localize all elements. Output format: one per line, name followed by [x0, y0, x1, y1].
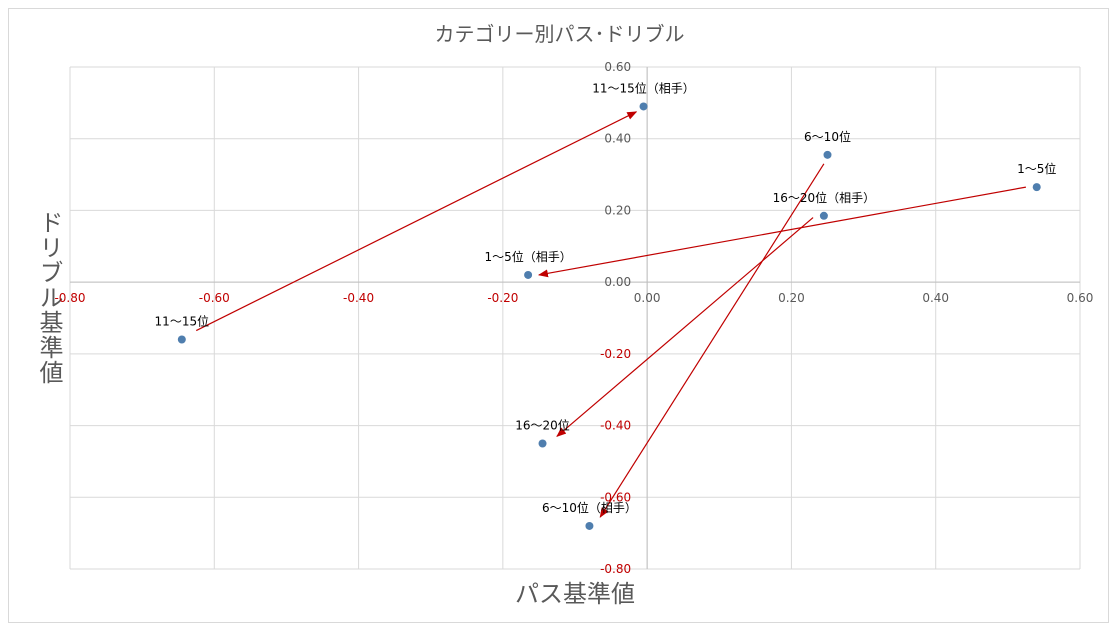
axes: [70, 67, 1080, 569]
x-tick-label: 0.00: [634, 291, 661, 305]
y-tick-label: 0.40: [604, 132, 631, 146]
arrow-line: [556, 217, 814, 437]
arrow-line: [599, 163, 825, 518]
point-label: 6～10位（相手）: [542, 500, 637, 515]
x-tick-label: -0.40: [343, 291, 374, 305]
point-label: 1～5位: [1017, 161, 1056, 176]
x-axis-label: パス基準値: [515, 580, 635, 608]
point-label: 6～10位: [804, 129, 851, 144]
data-point: [639, 102, 648, 111]
chart-title: カテゴリー別パス･ドリブル: [434, 22, 685, 46]
x-tick-label: 0.60: [1067, 291, 1094, 305]
y-tick-label: 0.20: [604, 203, 631, 217]
point-label: 16～20位（相手）: [773, 190, 876, 205]
point-label: 11～15位（相手）: [592, 80, 695, 95]
y-tick-label: 0.60: [604, 60, 631, 74]
x-tick-label: -0.80: [54, 291, 85, 305]
arrow-line: [537, 186, 1026, 278]
arrows: [195, 111, 1026, 518]
x-tick-label: -0.20: [487, 291, 518, 305]
y-tick-label: -0.40: [600, 419, 631, 433]
x-tick-label: 0.40: [922, 291, 949, 305]
x-tick-label: -0.60: [199, 291, 230, 305]
data-point: [1032, 183, 1041, 192]
data-point: [538, 439, 547, 448]
data-point: [823, 150, 832, 159]
point-label: 1～5位（相手）: [484, 249, 571, 264]
point-label: 16～20位: [515, 418, 570, 433]
arrow-line: [195, 111, 638, 332]
y-tick-label: -0.20: [600, 347, 631, 361]
data-point: [585, 521, 594, 530]
y-tick-label: 0.00: [604, 275, 631, 289]
data-point: [819, 211, 828, 220]
chart-frame: [8, 8, 1109, 623]
points: [177, 102, 1041, 530]
y-axis-label: ドリブル基準値: [35, 210, 63, 385]
y-tick-label: -0.60: [600, 490, 631, 504]
point-label: 11～15位: [155, 314, 210, 329]
point-labels: 1～5位 6～10位 11～15位 16～20位 1～5位（相手） 6～10位（相手） 11…: [155, 80, 1057, 515]
tick-labels: -0.80 -0.60 -0.40 -0.20 0.00 0.20 0.40 0.60 0.60…: [54, 60, 1093, 576]
y-tick-label: -0.80: [600, 562, 631, 576]
data-point: [177, 335, 186, 344]
x-tick-label: 0.20: [778, 291, 805, 305]
data-point: [524, 270, 533, 279]
